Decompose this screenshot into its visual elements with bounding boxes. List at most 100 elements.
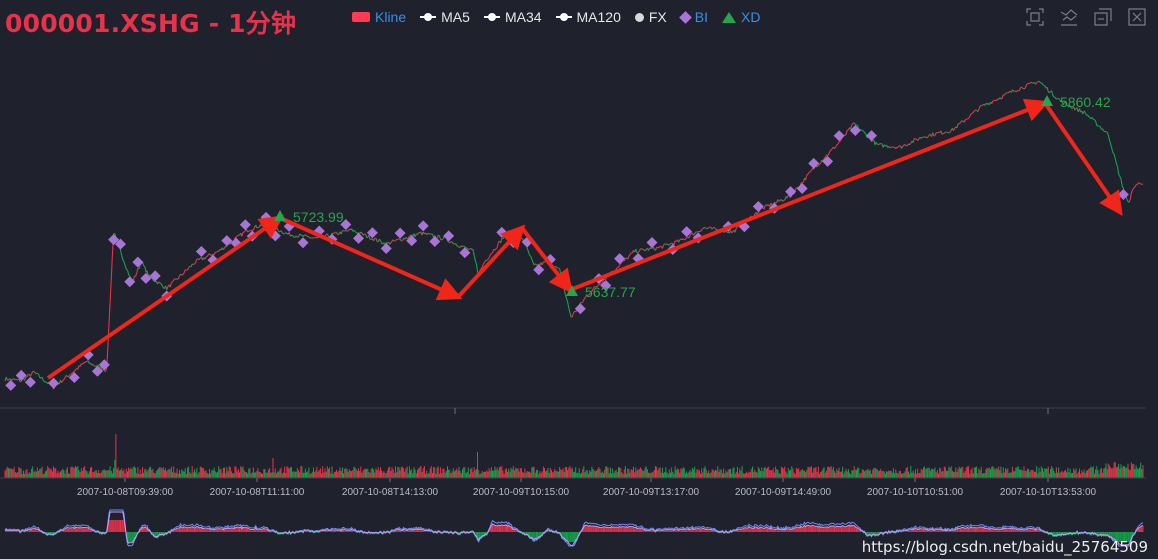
- bi-marker: [533, 264, 545, 276]
- bi-marker: [115, 238, 127, 250]
- legend-item-ma34[interactable]: MA34: [483, 9, 542, 25]
- bi-marker: [443, 230, 455, 242]
- bi-marker: [646, 237, 658, 249]
- zoom-icon[interactable]: [1026, 8, 1044, 26]
- bi-marker: [822, 155, 834, 167]
- watermark: https://blog.csdn.net/baidu_25764509: [861, 538, 1148, 556]
- bi-marker: [833, 130, 845, 142]
- x-axis-tick-label: 2007-10-10T10:51:00: [867, 487, 964, 498]
- x-axis-tick-label: 2007-10-08T14:13:00: [342, 487, 439, 498]
- bi-marker: [297, 237, 309, 249]
- bi-marker: [600, 280, 612, 292]
- legend-ma5-label: MA5: [441, 9, 470, 25]
- bi-marker: [574, 303, 586, 315]
- xd-arrow: [520, 226, 573, 294]
- bi-marker: [340, 219, 352, 231]
- legend-item-ma120[interactable]: MA120: [555, 9, 621, 25]
- macd-panel: [4, 509, 1144, 547]
- legend-item-kline[interactable]: Kline: [352, 9, 406, 25]
- legend-ma120-swatch: [555, 13, 572, 21]
- legend-ma120-label: MA120: [576, 9, 621, 25]
- kline-up-candles: [4, 80, 1144, 390]
- bi-marker: [195, 245, 207, 257]
- legend-bi-label: BI: [694, 9, 708, 25]
- bi-marker: [98, 359, 110, 371]
- legend-ma34-label: MA34: [504, 9, 542, 25]
- xd-value-label: 5723.99: [293, 209, 344, 225]
- xd-value-label: 5860.42: [1060, 94, 1111, 110]
- xd-arrow: [456, 224, 526, 299]
- x-axis-tick-label: 2007-10-09T14:49:00: [735, 487, 832, 498]
- bi-marker: [68, 372, 80, 384]
- bi-marker: [459, 247, 471, 259]
- bi-marker: [140, 272, 152, 284]
- legend-fx-label: FX: [648, 9, 667, 25]
- bi-marker: [15, 369, 27, 381]
- x-axis-tick-label: 2007-10-08T11:11:00: [210, 487, 305, 498]
- bi-marker: [1117, 188, 1129, 200]
- macd-positive-histogram: [5, 520, 1144, 532]
- volume-panel: [0, 434, 1146, 479]
- bi-marker: [366, 227, 378, 239]
- legend-ma5-swatch: [420, 13, 437, 21]
- bi-marker: [785, 186, 797, 198]
- volume-down-bars: [8, 460, 1143, 478]
- legend-xd-swatch: [722, 11, 736, 23]
- xd-arrow: [279, 216, 463, 301]
- bi-marker: [24, 376, 36, 388]
- bi-markers: [5, 125, 1129, 391]
- bi-marker: [91, 365, 103, 377]
- macd-dea-line: [4, 511, 1144, 547]
- xd-arrows: [46, 98, 1123, 380]
- bi-marker: [681, 226, 693, 238]
- legend-item-xd[interactable]: XD: [722, 9, 760, 25]
- x-axis: 2007-10-08T09:39:00 2007-10-08T11:11:00 20…: [77, 408, 1097, 498]
- bi-marker: [394, 227, 406, 239]
- legend: Kline MA5 MA34 MA120 FX BI XD: [352, 9, 760, 25]
- bi-marker: [221, 235, 233, 247]
- zoom-reset-icon[interactable]: [1060, 8, 1078, 26]
- xd-arrow: [46, 215, 284, 380]
- bi-marker: [124, 276, 136, 288]
- xd-markers: 5723.99 5637.77 5860.42: [274, 94, 1111, 300]
- bi-marker: [849, 125, 861, 137]
- restore-icon[interactable]: [1094, 8, 1112, 26]
- xd-value-label: 5637.77: [585, 284, 636, 300]
- bi-marker: [865, 130, 877, 142]
- legend-kline-label: Kline: [375, 9, 407, 25]
- bi-marker: [132, 256, 144, 268]
- legend-kline-swatch: [352, 12, 370, 22]
- xd-triangle-marker: [1041, 95, 1053, 106]
- xd-triangle-marker: [566, 285, 578, 296]
- bi-marker: [239, 219, 251, 231]
- bi-marker: [406, 235, 418, 247]
- legend-item-bi[interactable]: BI: [678, 9, 708, 25]
- legend-item-fx[interactable]: FX: [634, 9, 667, 25]
- bi-marker: [614, 253, 626, 265]
- xd-arrow: [1043, 101, 1123, 216]
- legend-item-ma5[interactable]: MA5: [420, 9, 470, 25]
- bi-marker: [417, 220, 429, 232]
- bi-marker: [380, 242, 392, 254]
- x-axis-tick-label: 2007-10-10T13:53:00: [1000, 487, 1097, 498]
- bi-marker: [796, 182, 808, 194]
- bi-marker: [429, 235, 441, 247]
- xd-arrow: [569, 98, 1050, 292]
- legend-ma34-swatch: [483, 13, 500, 21]
- save-image-icon[interactable]: [1128, 8, 1146, 26]
- bi-marker: [496, 226, 508, 238]
- bi-marker: [108, 234, 120, 246]
- bi-marker: [808, 157, 820, 169]
- bi-marker: [48, 377, 60, 389]
- bi-marker: [5, 379, 17, 391]
- bi-marker: [149, 270, 161, 282]
- x-axis-tick-label: 2007-10-09T13:17:00: [603, 487, 700, 498]
- bi-marker: [752, 200, 764, 212]
- volume-up-bars: [4, 434, 1144, 478]
- toolbox: [1026, 8, 1146, 26]
- bi-marker: [260, 211, 272, 223]
- legend-xd-label: XD: [741, 9, 761, 25]
- kline-down-candles: [5, 80, 1142, 390]
- bi-marker: [353, 232, 365, 244]
